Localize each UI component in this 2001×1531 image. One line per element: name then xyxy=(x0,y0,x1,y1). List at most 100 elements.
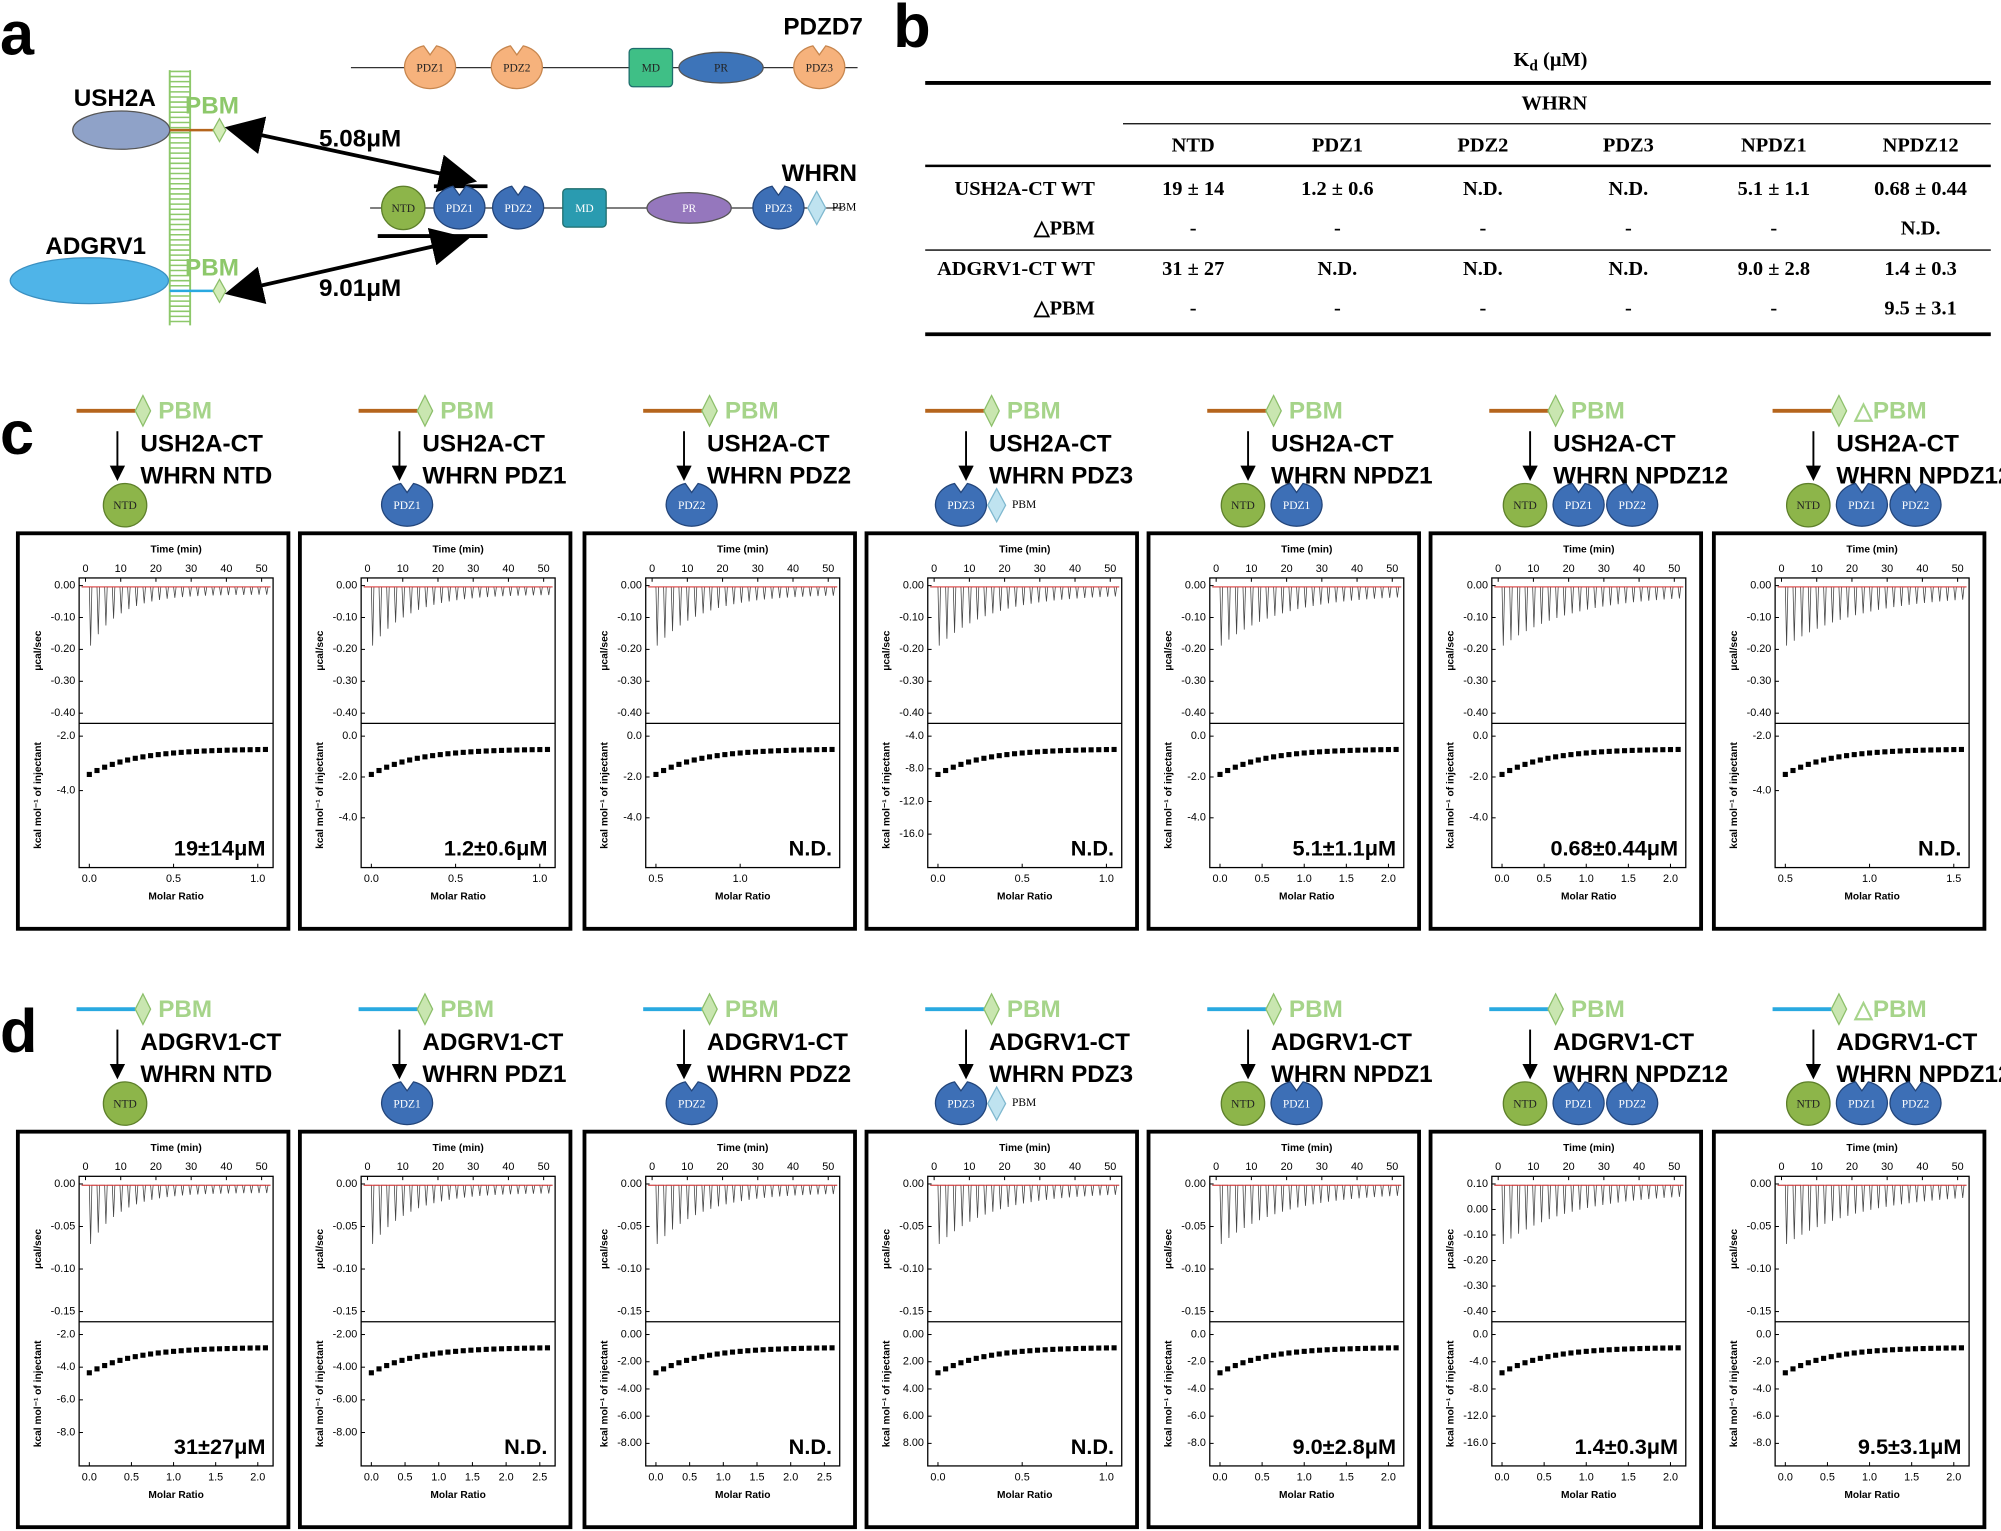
ratio-tick: 2.0 xyxy=(783,1471,798,1483)
domain-label: NTD xyxy=(113,1099,137,1111)
heat-point xyxy=(1951,747,1957,753)
table-cell: - xyxy=(1190,217,1197,239)
domain-label: PDZ2 xyxy=(678,500,706,512)
heat-point xyxy=(722,1350,728,1356)
time-tick: 0 xyxy=(1495,1161,1501,1173)
axis-label: Molar Ratio xyxy=(997,892,1052,903)
heat-point xyxy=(1591,1348,1597,1354)
heat-point xyxy=(1004,1350,1010,1356)
time-tick: 10 xyxy=(115,563,127,575)
pdz-domain xyxy=(1889,482,1942,527)
heat-point xyxy=(1874,749,1880,755)
axis-label: kcal mol⁻¹ of injectant xyxy=(1164,1340,1175,1447)
heat-point xyxy=(1370,747,1376,753)
heat-point xyxy=(829,1345,835,1351)
heat-point xyxy=(1660,1345,1666,1351)
heat-point xyxy=(1339,748,1346,754)
time-tick: 50 xyxy=(822,1161,834,1173)
heat-tick: -2.0 xyxy=(623,771,642,783)
heat-tick: -6.00 xyxy=(617,1410,642,1422)
heat-point xyxy=(163,1349,169,1355)
axis-label: Molar Ratio xyxy=(1561,1490,1616,1501)
ratio-tick: 0.0 xyxy=(82,873,97,885)
heat-point xyxy=(521,1345,528,1351)
pdz-domain xyxy=(1270,1081,1323,1126)
time-tick: 30 xyxy=(1316,563,1328,575)
time-tick: 40 xyxy=(502,563,514,575)
heat-point xyxy=(94,767,100,774)
time-tick: 40 xyxy=(1633,1161,1645,1173)
column-header: NPDZ1 xyxy=(1741,134,1807,156)
heat-point xyxy=(1271,1352,1277,1358)
heat-point xyxy=(453,750,459,756)
heat-point xyxy=(737,1348,743,1354)
heat-point xyxy=(1217,1370,1223,1376)
time-tick: 40 xyxy=(220,563,232,575)
heat-point xyxy=(676,1360,682,1366)
axis-label: Molar Ratio xyxy=(430,1490,485,1501)
ratio-tick: 0.5 xyxy=(1015,873,1030,885)
power-tick: -0.15 xyxy=(333,1305,358,1317)
heat-point xyxy=(1790,1366,1796,1372)
axis-label: Time (min) xyxy=(1281,545,1332,556)
heat-point xyxy=(247,747,253,753)
md-domain xyxy=(628,47,674,88)
heat-tick: 0.0 xyxy=(1756,1328,1771,1340)
heat-point xyxy=(1263,1354,1269,1360)
heat-point xyxy=(1019,750,1025,756)
ratio-tick: 0.0 xyxy=(648,1471,663,1483)
heat-point xyxy=(1248,759,1254,765)
power-tick: -0.30 xyxy=(617,675,642,687)
heat-point xyxy=(476,748,482,754)
heat-point xyxy=(384,1363,390,1369)
column-header: NPDZ12 xyxy=(1883,134,1959,156)
heat-point xyxy=(1378,1345,1384,1351)
pdz-domain xyxy=(1889,1081,1942,1126)
heat-point xyxy=(171,750,177,756)
axis-label: Time (min) xyxy=(1563,1143,1614,1154)
heat-point xyxy=(821,1345,827,1351)
heat-point xyxy=(1232,1363,1238,1369)
target-label: WHRN PDZ2 xyxy=(707,463,851,490)
heat-point xyxy=(1637,1345,1643,1352)
heat-tick: -16.0 xyxy=(899,828,924,840)
heat-point xyxy=(814,747,820,753)
heat-point xyxy=(1537,757,1543,763)
heat-point xyxy=(1294,751,1300,757)
heat-tick: -4.0 xyxy=(1187,812,1206,824)
table-cell: N.D. xyxy=(1463,258,1503,280)
heat-point xyxy=(973,1355,979,1361)
ratio-tick: 2.0 xyxy=(250,1471,265,1483)
ntd-domain xyxy=(102,482,148,528)
heat-point xyxy=(676,761,682,767)
heat-point xyxy=(806,1345,812,1351)
axis-label: Molar Ratio xyxy=(997,1490,1052,1501)
heat-tick: -4.0 xyxy=(1469,1356,1488,1368)
heat-tick: -12.0 xyxy=(899,795,924,807)
heat-point xyxy=(1309,1348,1315,1354)
target-label: WHRN NPDZ1 xyxy=(1271,1061,1433,1088)
heat-point xyxy=(1393,746,1399,753)
heat-point xyxy=(1362,1345,1369,1351)
power-tick: -0.10 xyxy=(333,1263,358,1275)
pdz-domain xyxy=(380,1081,434,1126)
time-tick: 0 xyxy=(82,1161,88,1173)
heat-point xyxy=(1889,748,1896,754)
heat-point xyxy=(1660,747,1666,753)
panel-label: a xyxy=(0,0,35,67)
heat-point xyxy=(668,1363,674,1369)
md-domain xyxy=(562,188,607,228)
heat-point xyxy=(1576,751,1582,757)
heat-point xyxy=(1782,771,1788,777)
title-sub: d xyxy=(1529,57,1538,74)
time-tick: 30 xyxy=(1881,563,1893,575)
heat-tick: 0.0 xyxy=(1473,730,1488,742)
heat-point xyxy=(653,1370,659,1376)
table-cell: 0.68 ± 0.44 xyxy=(1874,178,1967,200)
ratio-tick: 1.5 xyxy=(208,1471,223,1483)
heat-point xyxy=(132,755,138,761)
protein-name: WHRN xyxy=(782,160,857,187)
heat-point xyxy=(1637,747,1643,753)
heat-point xyxy=(1821,1355,1827,1361)
heat-point xyxy=(1393,1345,1399,1351)
